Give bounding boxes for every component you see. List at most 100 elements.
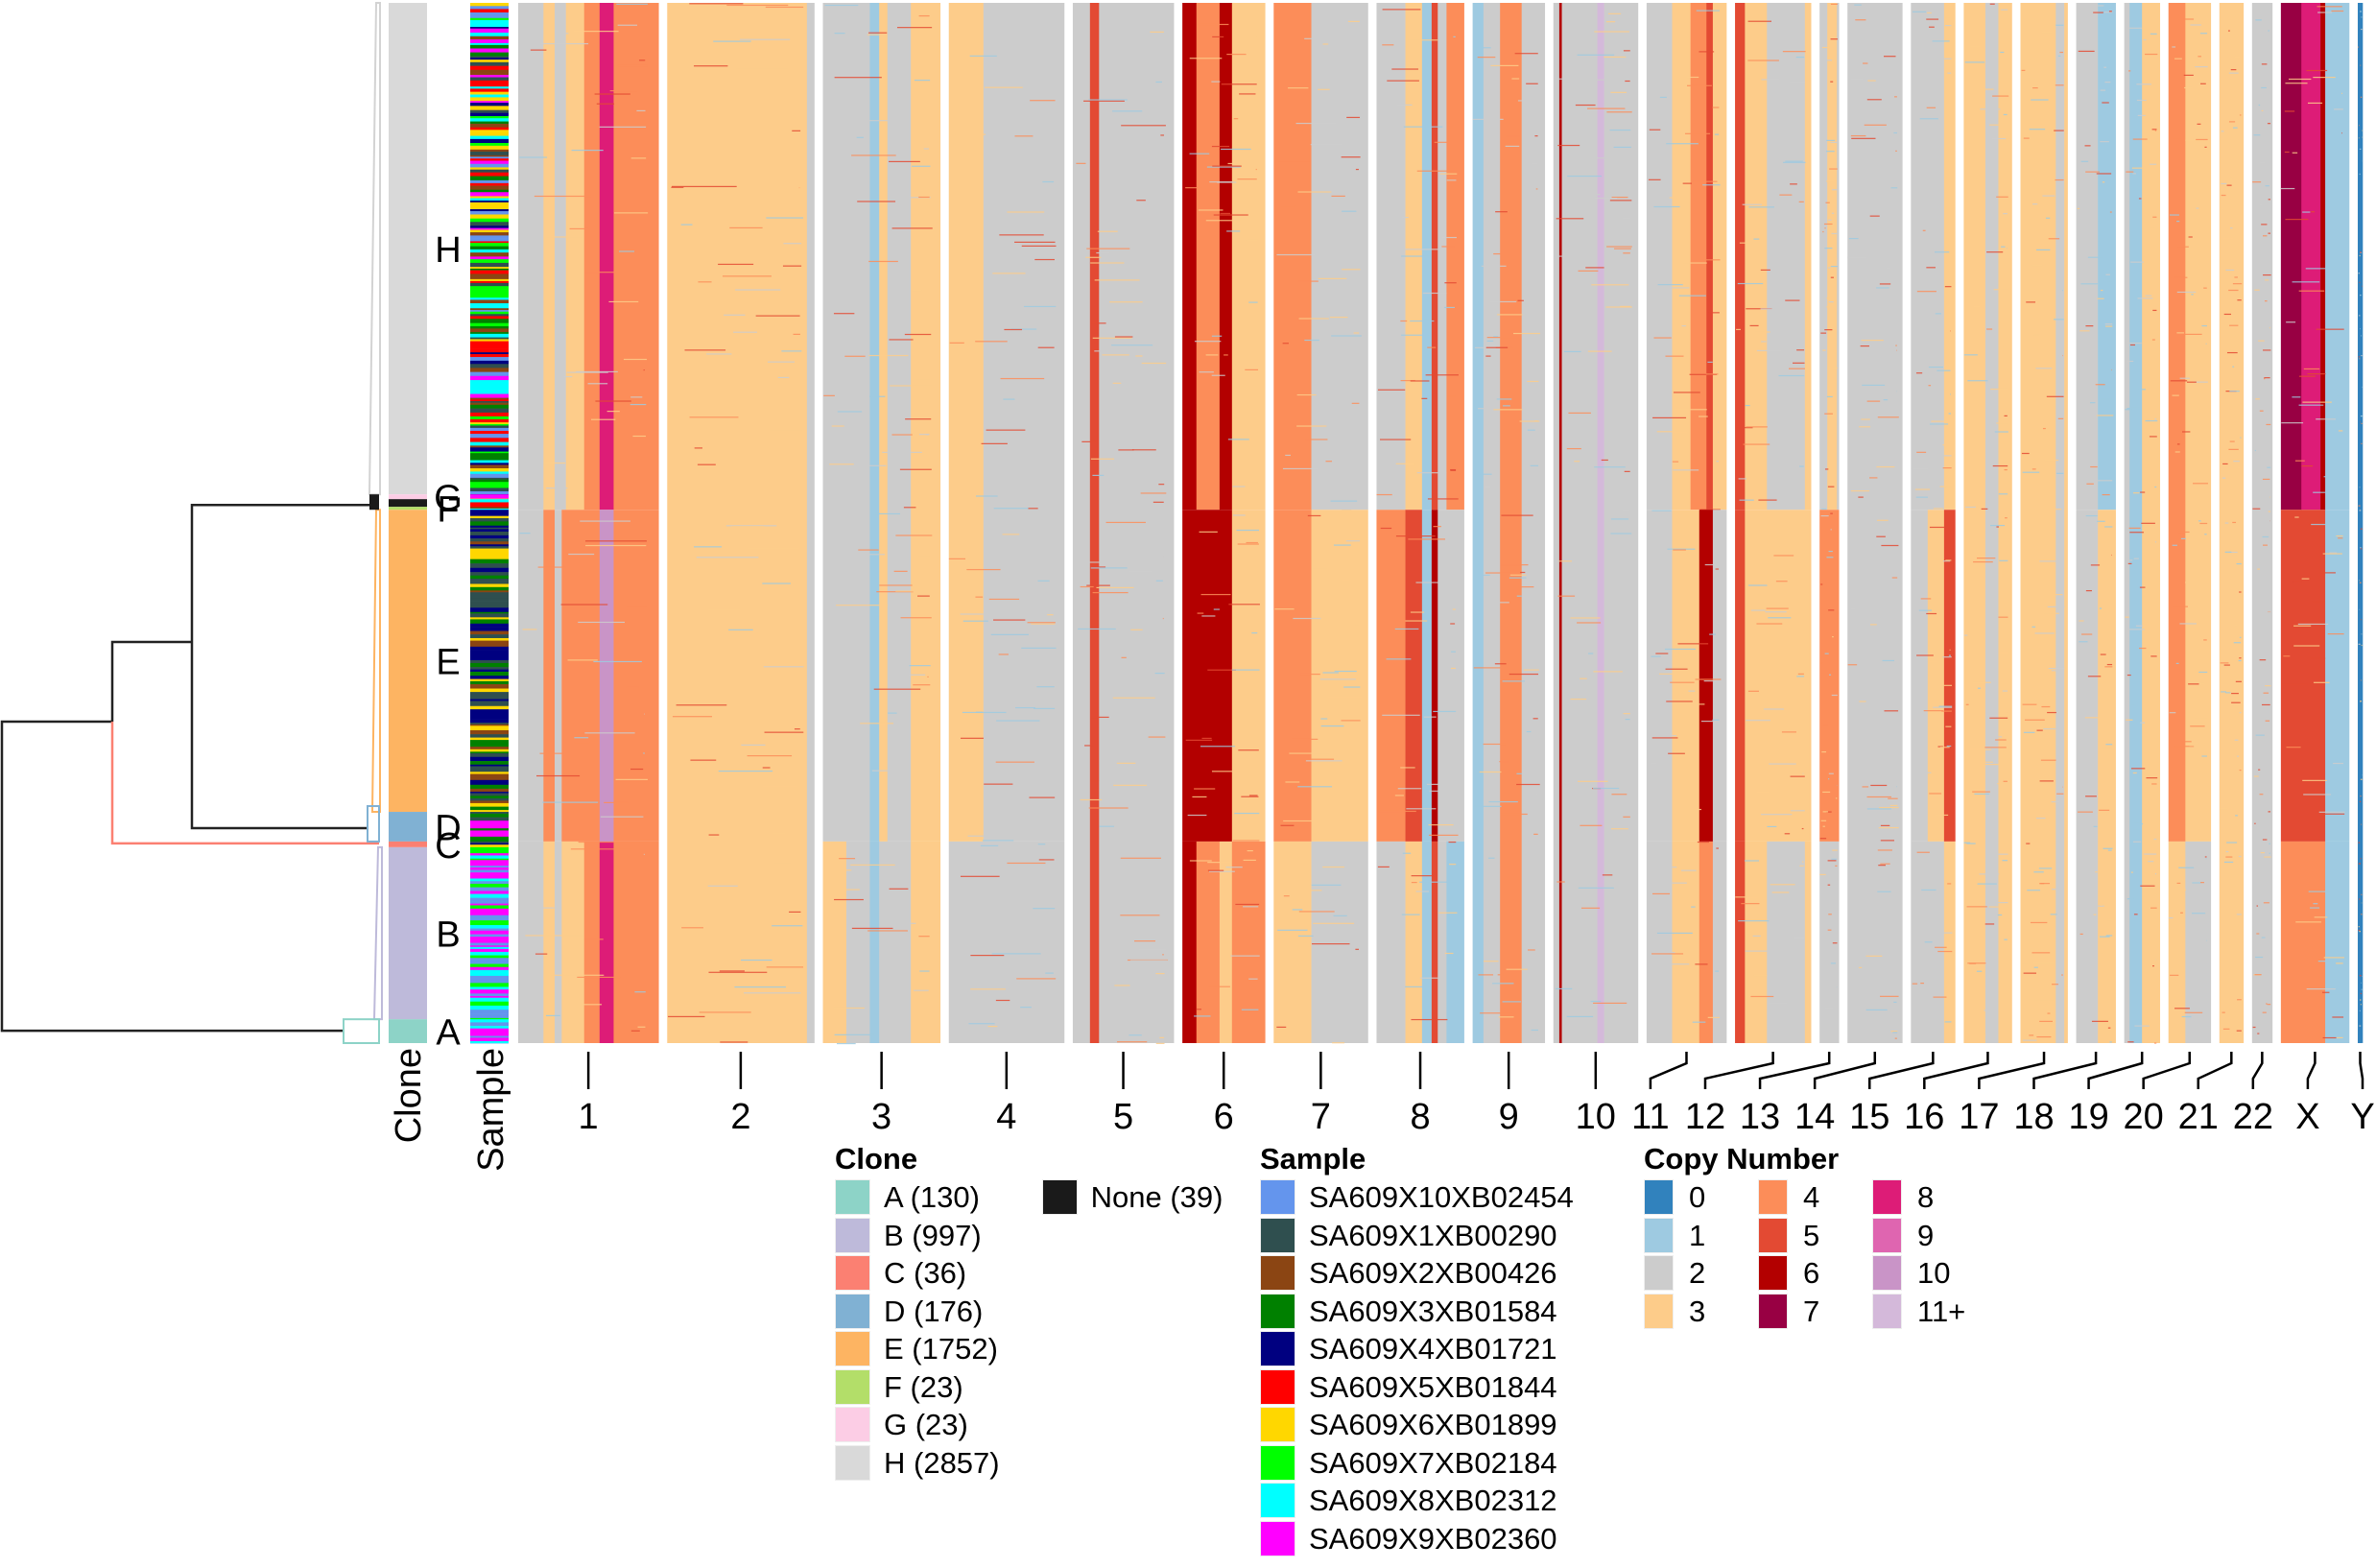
cn-cell-variation [1486, 337, 1519, 339]
cn-cell-variation [2255, 19, 2262, 21]
sample-stripe [470, 3, 509, 7]
cn-cell-variation [2333, 762, 2343, 765]
cn-cell-variation [2180, 912, 2183, 914]
cn-cell-variation [1382, 714, 1420, 716]
cn-cell-variation [1256, 36, 1257, 38]
cn-cell-variation [630, 768, 644, 771]
cn-cell-variation [1820, 191, 1823, 193]
cn-cell-variation [767, 361, 795, 363]
cn-cell-variation [772, 833, 786, 835]
cn-cell-variation [1002, 534, 1020, 535]
cn-cell-variation [1992, 95, 2009, 97]
cn-cell-variation [2223, 861, 2234, 864]
cn-cell-variation [2100, 141, 2109, 143]
cn-cell-variation [1916, 851, 1930, 853]
sample-stripe [470, 772, 509, 774]
legend-label: None (39) [1090, 1180, 1224, 1215]
cn-segment [1561, 3, 1598, 1043]
cn-cell-variation [2358, 643, 2361, 645]
cn-cell-variation [985, 86, 1023, 88]
sample-stripe [470, 322, 509, 327]
cn-cell-variation [1227, 439, 1249, 440]
cn-cell-variation [2200, 682, 2205, 685]
cn-cell-variation [2172, 544, 2177, 546]
cn-cell-variation [1209, 180, 1233, 183]
cn-cell-variation [2223, 664, 2230, 666]
cn-cell-variation [1227, 162, 1235, 165]
cn-cell-variation [1556, 78, 1564, 80]
cn-cell-variation [2262, 478, 2270, 481]
sample-stripe [470, 408, 509, 414]
cn-cell-variation [839, 554, 885, 556]
cn-cell-variation [2104, 323, 2113, 325]
cn-cell-variation [1410, 380, 1430, 382]
cn-cell-variation [1948, 654, 1951, 656]
cn-segment [879, 841, 912, 1043]
sample-stripe [470, 404, 509, 409]
sample-stripe [470, 912, 509, 916]
cn-cell-variation [576, 370, 618, 373]
cn-cell-variation [2259, 203, 2263, 205]
cn-cell-variation [1577, 622, 1602, 624]
cn-cell-variation [873, 688, 921, 690]
cn-cell-variation [2030, 921, 2048, 924]
cn-cell-variation [2040, 883, 2051, 885]
cn-cell-variation [1687, 84, 1712, 86]
cn-cell-variation [1766, 607, 1789, 609]
cn-cell-variation [2360, 547, 2362, 549]
sample-stripe [470, 627, 509, 631]
cn-cell-variation [707, 608, 741, 611]
cn-cell-variation [540, 42, 589, 45]
cn-cell-variation [2359, 1025, 2362, 1027]
cn-cell-variation [1671, 882, 1687, 884]
cn-cell-variation [1483, 574, 1490, 576]
sample-stripe [470, 793, 509, 796]
cn-cell-variation [2361, 988, 2363, 990]
cn-cell-variation [1531, 1029, 1538, 1032]
cn-cell-variation [2201, 755, 2207, 757]
cn-cell-variation [1916, 291, 1936, 293]
cn-cell-variation [1785, 299, 1800, 301]
cn-cell-variation [824, 4, 859, 7]
cn-cell-variation [2052, 889, 2064, 891]
cn-cell-variation [1129, 102, 1144, 104]
cn-cell-variation [1830, 266, 1838, 268]
cn-cell-variation [987, 491, 1026, 493]
cn-cell-variation [1121, 125, 1166, 127]
cn-cell-variation [1211, 771, 1247, 772]
cn-cell-variation [1312, 568, 1328, 570]
cn-cell-variation [1929, 26, 1935, 28]
cn-cell-variation [1796, 676, 1805, 677]
cn-cell-variation [1129, 570, 1152, 572]
cn-cell-variation [2264, 300, 2268, 302]
cn-cell-variation [967, 835, 1020, 837]
sample-stripe [470, 1019, 509, 1023]
cn-cell-variation [1681, 325, 1687, 327]
sample-stripe [470, 769, 509, 772]
cn-cell-variation [1747, 690, 1759, 692]
cn-cell-variation [2256, 933, 2260, 935]
cn-cell-variation [1086, 584, 1110, 586]
cn-cell-variation [836, 605, 889, 606]
cn-cell-variation [1092, 474, 1105, 477]
cn-cell-variation [1972, 791, 1990, 793]
cn-segment [983, 3, 1065, 842]
cn-cell-variation [1477, 57, 1496, 59]
cn-cell-variation [2313, 681, 2330, 683]
cn-cell-variation [871, 770, 911, 772]
cn-cell-variation [1198, 23, 1229, 26]
cn-cell-variation [1578, 270, 1599, 272]
cn-cell-variation [2361, 442, 2363, 444]
cn-cell-variation [2361, 28, 2363, 31]
sample-stripe [470, 997, 509, 1003]
sample-stripe [470, 1026, 509, 1030]
cn-cell-variation [851, 154, 896, 156]
cn-cell-variation [1488, 800, 1518, 803]
legend-label: 7 [1803, 1294, 1820, 1328]
cn-cell-variation [2196, 207, 2199, 209]
sample-stripe [470, 788, 509, 793]
cn-cell-variation [1162, 617, 1164, 620]
cn-cell-variation [1030, 100, 1056, 102]
cn-cell-variation [1238, 749, 1259, 751]
cn-cell-variation [1692, 180, 1718, 182]
